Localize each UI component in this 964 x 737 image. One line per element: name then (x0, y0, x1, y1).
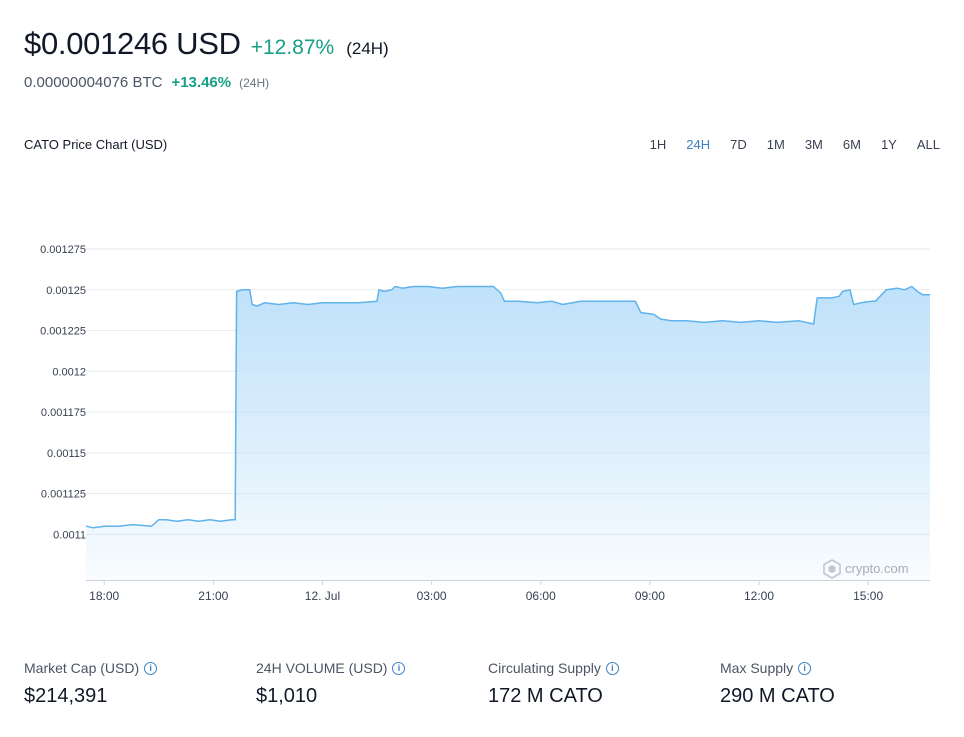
price-chart[interactable]: 0.0011 0.001125 0.00115 0.001175 0.0012 0.001… (0, 200, 964, 610)
price-area (86, 286, 930, 580)
y-tick-label: 0.001275 (40, 244, 86, 256)
x-tick-label: 06:00 (526, 589, 556, 603)
stat-circulating-supply: Circulating Supply i 172 M CATO (488, 660, 720, 708)
x-tick-label: 21:00 (198, 589, 228, 603)
crypto-com-logo-icon (823, 559, 841, 579)
info-icon[interactable]: i (392, 661, 406, 675)
chart-series (85, 285, 930, 580)
tab-24h[interactable]: 24H (686, 137, 711, 152)
stat-value: 172 M CATO (488, 685, 603, 707)
price-header: $0.001246 USD +12.87% (24H) (24, 26, 389, 62)
watermark-text: crypto.com (845, 561, 909, 576)
tab-1h[interactable]: 1H (649, 137, 667, 152)
stat-max-supply: Max Supply i 290 M CATO (720, 660, 952, 708)
tab-1m[interactable]: 1M (766, 137, 785, 152)
y-tick-label: 0.001175 (41, 407, 86, 419)
stat-value: $214,391 (24, 685, 108, 707)
info-icon[interactable]: i (798, 661, 812, 675)
btc-price-row: 0.00000004076 BTC +13.46% (24H) (24, 74, 269, 91)
stat-label: Market Cap (USD) (24, 660, 140, 676)
y-tick-label: 0.0011 (53, 529, 86, 541)
x-tick-label: 12. Jul (305, 589, 340, 603)
x-tick-label: 12:00 (744, 589, 774, 603)
y-tick-label: 0.001225 (40, 326, 86, 338)
tab-6m[interactable]: 6M (842, 137, 861, 152)
chart-axes: 0.0011 0.001125 0.00115 0.001175 0.0012 0.001… (40, 244, 930, 603)
y-tick-label: 0.0012 (52, 366, 86, 378)
stat-value: 290 M CATO (720, 685, 835, 707)
tab-3m[interactable]: 3M (804, 137, 823, 152)
stat-value: $1,010 (256, 685, 318, 707)
btc-period: (24H) (239, 76, 270, 90)
stat-volume: 24H VOLUME (USD) i $1,010 (256, 660, 488, 708)
x-tick-label: 09:00 (635, 589, 665, 603)
tab-1y[interactable]: 1Y (880, 137, 897, 152)
stat-label: Max Supply (720, 660, 794, 676)
y-tick-label: 0.00125 (46, 285, 86, 297)
stats-row: Market Cap (USD) i $214,391 24H VOLUME (U… (24, 660, 952, 708)
x-tick-label: 18:00 (89, 589, 119, 603)
btc-price: 0.00000004076 BTC (24, 74, 163, 91)
info-icon[interactable]: i (605, 661, 619, 675)
usd-period: (24H) (346, 39, 389, 58)
stat-label: 24H VOLUME (USD) (256, 660, 388, 676)
stat-market-cap: Market Cap (USD) i $214,391 (24, 660, 256, 708)
usd-price: $0.001246 USD (24, 26, 241, 61)
y-tick-label: 0.001125 (41, 489, 86, 501)
x-tick-label: 03:00 (417, 589, 447, 603)
range-tabs: 1H 24H 7D 1M 3M 6M 1Y ALL (630, 137, 940, 152)
tab-all[interactable]: ALL (916, 137, 940, 152)
btc-change: +13.46% (171, 74, 232, 91)
usd-change: +12.87% (250, 36, 335, 59)
y-tick-label: 0.00115 (47, 448, 86, 460)
stat-label: Circulating Supply (488, 660, 601, 676)
tab-7d[interactable]: 7D (730, 137, 747, 152)
price-line (85, 285, 930, 529)
info-icon[interactable]: i (144, 661, 158, 675)
chart-title: CATO Price Chart (USD) (24, 137, 168, 152)
watermark: crypto.com (823, 559, 909, 579)
x-tick-label: 15:00 (853, 589, 883, 603)
